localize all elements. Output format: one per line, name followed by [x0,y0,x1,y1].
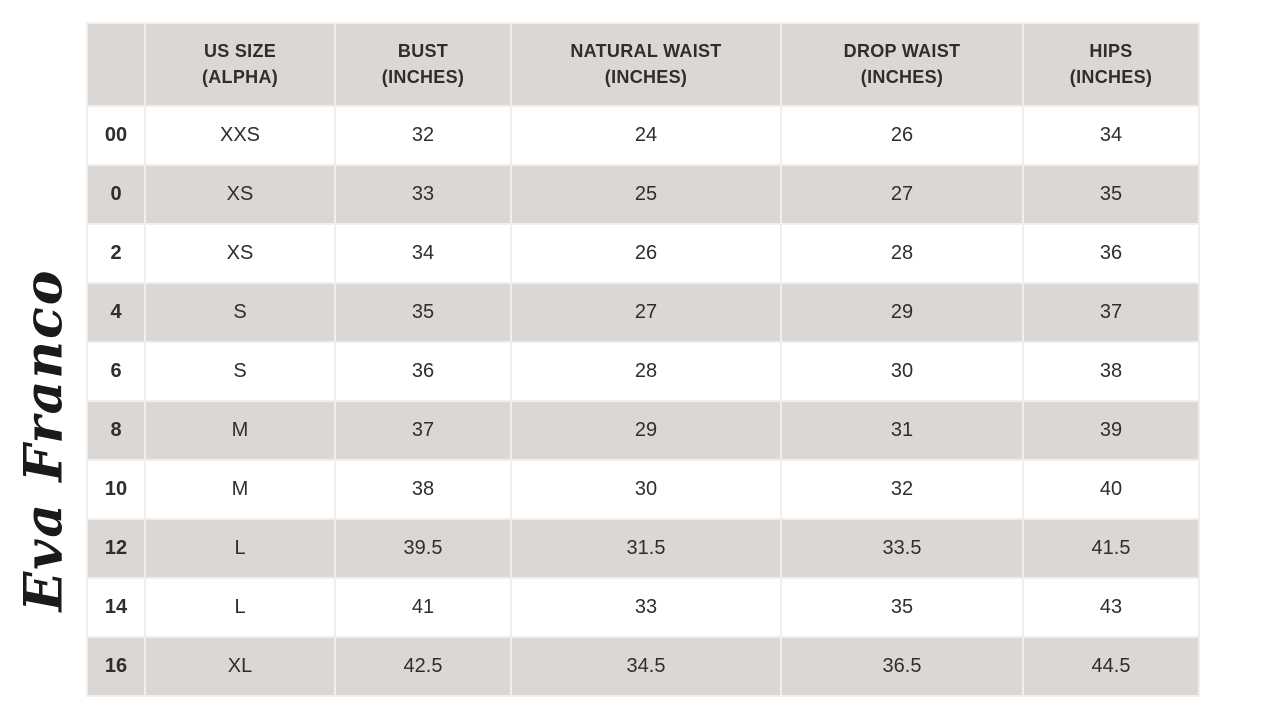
header-us-numeric-size [88,24,144,105]
us-size-cell: 10 [88,461,144,518]
us-size-cell: 8 [88,402,144,459]
drop-waist-cell: 32 [782,461,1022,518]
bust-cell: 33 [336,166,510,223]
us-size-cell: 2 [88,225,144,282]
alpha-size-cell: XL [146,638,334,695]
table-row: 14 L 41 33 35 43 [88,579,1198,636]
drop-waist-cell: 31 [782,402,1022,459]
hips-cell: 43 [1024,579,1198,636]
bust-cell: 41 [336,579,510,636]
natural-waist-cell: 34.5 [512,638,780,695]
header-us-size-alpha: US SIZE (ALPHA) [146,24,334,105]
drop-waist-cell: 30 [782,343,1022,400]
header-drop-waist: DROP WAIST (INCHES) [782,24,1022,105]
alpha-size-cell: S [146,284,334,341]
hips-cell: 40 [1024,461,1198,518]
drop-waist-cell: 35 [782,579,1022,636]
header-row: US SIZE (ALPHA) BUST (INCHES) NATURAL WA… [88,24,1198,105]
natural-waist-cell: 29 [512,402,780,459]
us-size-cell: 16 [88,638,144,695]
alpha-size-cell: S [146,343,334,400]
table-header: US SIZE (ALPHA) BUST (INCHES) NATURAL WA… [88,24,1198,105]
alpha-size-cell: XS [146,166,334,223]
bust-cell: 35 [336,284,510,341]
size-chart-table: US SIZE (ALPHA) BUST (INCHES) NATURAL WA… [86,22,1200,697]
bust-cell: 34 [336,225,510,282]
alpha-size-cell: L [146,520,334,577]
drop-waist-cell: 28 [782,225,1022,282]
table-row: 10 M 38 30 32 40 [88,461,1198,518]
alpha-size-cell: XXS [146,107,334,164]
natural-waist-cell: 27 [512,284,780,341]
hips-cell: 38 [1024,343,1198,400]
natural-waist-cell: 33 [512,579,780,636]
hips-cell: 35 [1024,166,1198,223]
hips-cell: 36 [1024,225,1198,282]
alpha-size-cell: XS [146,225,334,282]
table-row: 6 S 36 28 30 38 [88,343,1198,400]
us-size-cell: 00 [88,107,144,164]
bust-cell: 32 [336,107,510,164]
eva-franco-logo: Eva Franco [13,268,75,612]
table-row: 2 XS 34 26 28 36 [88,225,1198,282]
table-row: 00 XXS 32 24 26 34 [88,107,1198,164]
hips-cell: 41.5 [1024,520,1198,577]
natural-waist-cell: 31.5 [512,520,780,577]
natural-waist-cell: 24 [512,107,780,164]
us-size-cell: 12 [88,520,144,577]
drop-waist-cell: 29 [782,284,1022,341]
drop-waist-cell: 27 [782,166,1022,223]
drop-waist-cell: 33.5 [782,520,1022,577]
us-size-cell: 14 [88,579,144,636]
us-size-cell: 0 [88,166,144,223]
table-row: 12 L 39.5 31.5 33.5 41.5 [88,520,1198,577]
alpha-size-cell: M [146,461,334,518]
bust-cell: 39.5 [336,520,510,577]
table-row: 0 XS 33 25 27 35 [88,166,1198,223]
natural-waist-cell: 30 [512,461,780,518]
bust-cell: 38 [336,461,510,518]
alpha-size-cell: L [146,579,334,636]
header-hips: HIPS (INCHES) [1024,24,1198,105]
bust-cell: 42.5 [336,638,510,695]
drop-waist-cell: 26 [782,107,1022,164]
alpha-size-cell: M [146,402,334,459]
natural-waist-cell: 25 [512,166,780,223]
table-row: 16 XL 42.5 34.5 36.5 44.5 [88,638,1198,695]
header-bust: BUST (INCHES) [336,24,510,105]
header-natural-waist: NATURAL WAIST (INCHES) [512,24,780,105]
natural-waist-cell: 28 [512,343,780,400]
us-size-cell: 4 [88,284,144,341]
us-size-cell: 6 [88,343,144,400]
bust-cell: 36 [336,343,510,400]
table-row: 4 S 35 27 29 37 [88,284,1198,341]
drop-waist-cell: 36.5 [782,638,1022,695]
bust-cell: 37 [336,402,510,459]
table-row: 8 M 37 29 31 39 [88,402,1198,459]
hips-cell: 39 [1024,402,1198,459]
table-body: 00 XXS 32 24 26 34 0 XS 33 25 27 35 2 XS 34 26 28 36 4 S 35 2… [88,107,1198,695]
hips-cell: 44.5 [1024,638,1198,695]
hips-cell: 37 [1024,284,1198,341]
hips-cell: 34 [1024,107,1198,164]
natural-waist-cell: 26 [512,225,780,282]
